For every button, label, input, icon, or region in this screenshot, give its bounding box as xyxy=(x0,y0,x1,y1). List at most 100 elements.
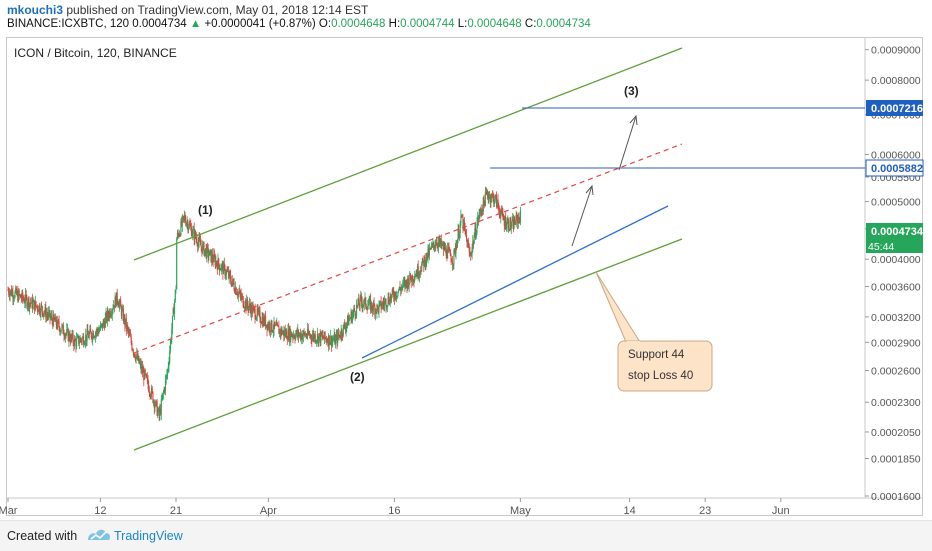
candle-body xyxy=(421,258,423,265)
candle-body xyxy=(57,319,59,328)
candle-body xyxy=(475,227,477,237)
candle-body xyxy=(412,280,414,282)
candle-body xyxy=(476,223,478,233)
tradingview-logo-icon[interactable] xyxy=(86,526,112,544)
support-callout[interactable]: Support 44 stop Loss 40 xyxy=(595,271,713,392)
level-tag-0005882[interactable]: 0.0005882 xyxy=(865,159,924,177)
candle-body xyxy=(352,312,354,315)
candle-body xyxy=(34,300,36,311)
candle-body xyxy=(487,195,489,200)
candle-body xyxy=(381,306,383,309)
y-tick-label: 0.0008000 xyxy=(871,75,921,87)
candle-body xyxy=(17,291,19,302)
candle-body xyxy=(469,252,471,255)
candle-body xyxy=(360,296,363,303)
candle-body xyxy=(133,353,135,355)
candle-body xyxy=(389,296,391,305)
candle-body xyxy=(148,391,150,393)
candle-body xyxy=(297,330,299,336)
candle-body xyxy=(265,316,267,327)
candle-body xyxy=(443,245,445,250)
candle-body xyxy=(176,233,178,239)
candle-body xyxy=(505,227,507,229)
candle-body xyxy=(393,297,395,300)
tradingview-brand[interactable]: TradingView xyxy=(114,529,183,543)
candle-body xyxy=(146,374,148,378)
candle-body xyxy=(186,222,188,224)
candle-body xyxy=(199,237,201,241)
wave-2-label: (2) xyxy=(350,370,365,384)
candle-body xyxy=(227,271,229,273)
candle-body xyxy=(374,309,377,315)
candle-body xyxy=(335,337,337,345)
channel-midline[interactable] xyxy=(133,143,683,354)
candle-body xyxy=(347,316,349,326)
candle-body xyxy=(122,309,125,322)
candle-body xyxy=(302,331,304,336)
candle-body xyxy=(314,334,316,339)
candle-body xyxy=(11,291,13,296)
candle-body xyxy=(271,320,273,331)
channel-upper-line[interactable] xyxy=(133,47,683,261)
candle-body xyxy=(421,264,423,272)
candle-body xyxy=(92,332,94,339)
support-trendline[interactable] xyxy=(361,205,669,359)
candle-body xyxy=(48,310,50,313)
candle-body xyxy=(243,306,245,308)
candle-body xyxy=(473,236,475,244)
level-tag-0007216[interactable]: 0.0007216 xyxy=(866,100,923,116)
candle-body xyxy=(115,296,117,307)
candle-body xyxy=(198,237,200,243)
candle-body xyxy=(28,298,30,309)
chart-pane[interactable] xyxy=(6,37,923,516)
candle-body xyxy=(150,388,153,397)
candle-body xyxy=(510,225,512,228)
candle-body xyxy=(106,312,108,321)
candle-body xyxy=(143,370,146,380)
candle-body xyxy=(363,299,365,305)
candle-body xyxy=(314,334,316,342)
y-tick-label: 0.0004000 xyxy=(871,254,921,266)
candle-body xyxy=(388,296,390,303)
candle-body xyxy=(8,293,10,297)
price-chart[interactable]: ICON / Bitcoin, 120, BINANCE 0.0009000 0.… xyxy=(0,0,932,520)
candle-body xyxy=(118,304,120,308)
candle-body xyxy=(340,329,342,338)
candle-body xyxy=(139,362,141,364)
candle-body xyxy=(442,243,444,250)
candle-body xyxy=(281,328,283,335)
candle-body xyxy=(287,329,289,340)
candle-body xyxy=(97,328,99,332)
candle-body xyxy=(173,308,175,314)
author-name[interactable]: mkouchi3 xyxy=(7,3,64,17)
candle-body xyxy=(91,337,93,340)
candle-body xyxy=(446,256,448,259)
candle-body xyxy=(462,216,464,229)
candle-body xyxy=(386,305,388,307)
candle-body xyxy=(323,338,325,339)
candle-body xyxy=(174,290,176,301)
x-tick-label: Jun xyxy=(772,505,790,517)
last-price-tag[interactable]: 0.0004734 45:44 xyxy=(866,223,924,253)
candle-body xyxy=(479,209,481,216)
candle-body xyxy=(232,279,234,284)
candle-body xyxy=(219,269,221,271)
candle-body xyxy=(395,292,397,298)
candle-body xyxy=(309,334,311,337)
candle-body xyxy=(361,302,363,307)
candle-body xyxy=(157,410,159,416)
candle-body xyxy=(406,282,408,288)
candle-body xyxy=(445,247,447,257)
candle-body xyxy=(66,329,68,334)
x-tick-label: Apr xyxy=(260,505,277,517)
candle-body xyxy=(405,280,407,283)
channel-lower-line[interactable] xyxy=(133,238,683,451)
x-axis[interactable]: Mar 12 21 Apr 16 May 14 23 Jun xyxy=(0,498,790,517)
candle-body xyxy=(500,212,502,218)
candle-body xyxy=(458,233,461,238)
candle-body xyxy=(414,276,416,281)
candle-body xyxy=(365,297,367,307)
candle-body xyxy=(166,374,168,376)
candle-body xyxy=(370,299,372,311)
candle-body xyxy=(424,256,426,267)
